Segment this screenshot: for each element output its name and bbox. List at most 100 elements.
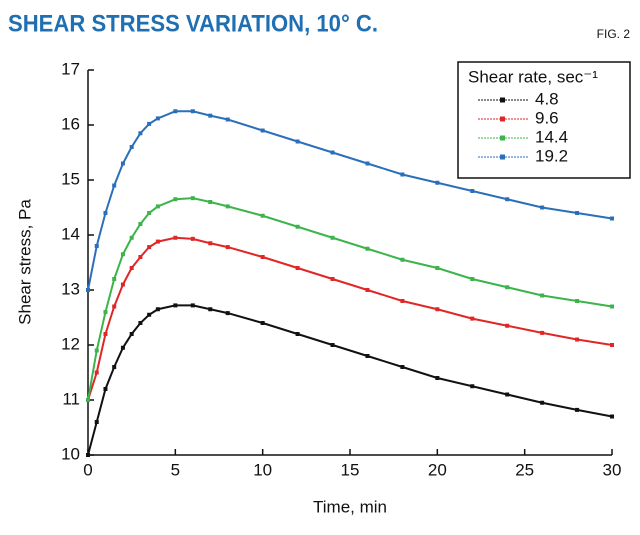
- data-point: [505, 323, 510, 328]
- data-point: [610, 343, 614, 347]
- data-point: [225, 117, 230, 122]
- legend-title: Shear rate, sec⁻¹: [468, 67, 598, 86]
- data-point: [365, 354, 370, 358]
- data-point: [225, 245, 230, 250]
- data-point: [138, 255, 143, 259]
- series-line: [87, 236, 613, 401]
- data-point: [147, 121, 152, 126]
- data-point: [260, 128, 265, 133]
- legend-label: 19.2: [535, 146, 568, 165]
- data-point: [470, 316, 475, 321]
- figure-label: FIG. 2: [597, 27, 631, 41]
- data-point: [225, 311, 230, 316]
- data-point: [365, 288, 370, 292]
- data-point: [208, 241, 213, 246]
- data-point: [470, 189, 475, 193]
- legend-marker: [500, 154, 505, 160]
- data-point: [225, 204, 230, 209]
- data-point: [435, 180, 440, 185]
- data-point: [470, 277, 475, 281]
- data-point: [103, 310, 108, 314]
- y-tick-label: 13: [61, 279, 80, 298]
- data-point: [330, 150, 335, 155]
- data-point: [400, 299, 405, 303]
- data-point: [147, 211, 152, 215]
- series-line: [87, 197, 613, 401]
- legend-label: 14.4: [535, 127, 568, 146]
- data-point: [86, 453, 90, 457]
- data-point: [295, 224, 300, 229]
- data-point: [112, 183, 117, 188]
- x-tick-label: 30: [603, 460, 622, 479]
- legend-marker: [500, 135, 505, 141]
- x-tick-label: 20: [428, 460, 447, 479]
- y-axis-label: Shear stress, Pa: [15, 199, 34, 325]
- series-line: [87, 110, 613, 291]
- data-point: [400, 257, 405, 262]
- data-point: [94, 370, 99, 375]
- data-point: [120, 345, 125, 350]
- data-point: [208, 200, 213, 204]
- data-point: [155, 239, 160, 244]
- data-point: [173, 109, 178, 114]
- data-point: [295, 332, 300, 336]
- data-point: [575, 407, 580, 412]
- data-point: [540, 400, 545, 405]
- data-point: [505, 197, 510, 202]
- data-point: [575, 337, 580, 342]
- data-point: [147, 245, 152, 250]
- data-point: [103, 387, 108, 391]
- data-point: [120, 252, 125, 257]
- data-point: [155, 204, 160, 209]
- x-tick-label: 0: [83, 460, 92, 479]
- data-point: [138, 131, 143, 136]
- data-point: [138, 222, 143, 226]
- legend-box: [457, 61, 631, 179]
- data-point: [190, 196, 195, 201]
- series-line: [87, 304, 613, 456]
- data-point: [112, 277, 117, 281]
- data-point: [129, 332, 134, 336]
- data-point: [610, 216, 614, 221]
- data-point: [112, 304, 117, 309]
- data-point: [435, 307, 440, 312]
- data-point: [505, 285, 510, 290]
- chart-title: SHEAR STRESS VARIATION, 10° C.: [8, 10, 378, 37]
- data-point: [208, 307, 213, 312]
- y-tick-label: 15: [61, 169, 80, 188]
- data-point: [260, 213, 265, 218]
- x-tick-label: 10: [253, 460, 272, 479]
- data-point: [86, 398, 90, 402]
- data-point: [505, 392, 510, 397]
- data-point: [540, 205, 545, 210]
- data-point: [435, 376, 440, 380]
- data-point: [540, 293, 545, 298]
- data-point: [120, 161, 125, 166]
- data-point: [138, 321, 143, 325]
- data-point: [575, 299, 580, 303]
- y-tick-label: 10: [61, 444, 80, 463]
- data-point: [365, 161, 370, 166]
- data-point: [147, 312, 152, 317]
- data-point: [190, 303, 195, 308]
- data-point: [400, 365, 405, 369]
- data-point: [120, 282, 125, 287]
- legend-marker: [500, 116, 505, 122]
- data-point: [575, 211, 580, 215]
- data-point: [400, 172, 405, 177]
- y-tick-label: 16: [61, 114, 80, 133]
- data-point: [295, 139, 300, 144]
- data-point: [94, 420, 99, 424]
- data-point: [365, 246, 370, 251]
- x-tick-label: 5: [171, 460, 180, 479]
- legend-label: 4.8: [535, 89, 559, 108]
- x-tick-label: 15: [341, 460, 360, 479]
- data-point: [190, 109, 195, 114]
- data-point: [112, 365, 117, 369]
- x-axis-label: Time, min: [313, 497, 387, 516]
- data-point: [208, 113, 213, 118]
- data-point: [173, 303, 178, 308]
- data-point: [94, 348, 99, 353]
